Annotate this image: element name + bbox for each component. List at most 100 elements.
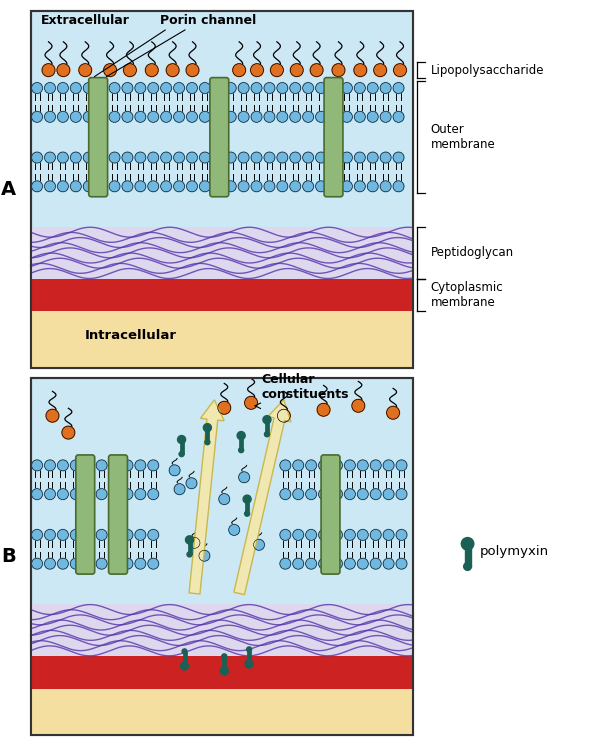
Circle shape <box>393 111 404 122</box>
Circle shape <box>341 82 352 94</box>
Circle shape <box>280 489 291 500</box>
Circle shape <box>199 550 210 561</box>
Circle shape <box>31 82 43 94</box>
Circle shape <box>332 558 343 569</box>
Circle shape <box>104 64 116 76</box>
Circle shape <box>83 489 94 500</box>
Circle shape <box>161 111 172 122</box>
Circle shape <box>290 181 301 192</box>
Bar <box>31 10 413 368</box>
Circle shape <box>245 660 253 668</box>
Circle shape <box>182 649 187 654</box>
Circle shape <box>306 460 317 471</box>
Circle shape <box>161 82 172 94</box>
Circle shape <box>383 558 394 569</box>
Circle shape <box>186 64 199 76</box>
Circle shape <box>148 181 159 192</box>
Circle shape <box>264 181 275 192</box>
Circle shape <box>122 111 133 122</box>
Circle shape <box>174 82 185 94</box>
Circle shape <box>280 530 291 540</box>
Circle shape <box>96 152 107 163</box>
Circle shape <box>354 64 367 76</box>
Circle shape <box>166 64 179 76</box>
Circle shape <box>393 152 404 163</box>
Circle shape <box>71 460 81 471</box>
Circle shape <box>45 82 55 94</box>
Circle shape <box>383 489 394 500</box>
Circle shape <box>237 431 245 439</box>
Circle shape <box>383 530 394 540</box>
Circle shape <box>370 558 381 569</box>
Circle shape <box>180 662 189 670</box>
Circle shape <box>45 530 55 540</box>
Circle shape <box>219 494 230 505</box>
Circle shape <box>263 416 271 424</box>
FancyBboxPatch shape <box>89 77 107 197</box>
Circle shape <box>290 64 303 76</box>
Circle shape <box>135 152 146 163</box>
Circle shape <box>355 181 365 192</box>
Circle shape <box>341 111 352 122</box>
Circle shape <box>96 460 107 471</box>
Circle shape <box>277 181 288 192</box>
Circle shape <box>344 460 355 471</box>
Circle shape <box>96 489 107 500</box>
Bar <box>31 311 413 368</box>
Circle shape <box>393 82 404 94</box>
Circle shape <box>71 111 81 122</box>
Circle shape <box>239 472 250 483</box>
Circle shape <box>380 82 391 94</box>
Circle shape <box>174 181 185 192</box>
Circle shape <box>46 410 59 422</box>
Circle shape <box>277 82 288 94</box>
Circle shape <box>135 489 146 500</box>
Circle shape <box>205 440 210 445</box>
Circle shape <box>79 64 92 76</box>
Circle shape <box>203 424 212 432</box>
Circle shape <box>245 396 257 410</box>
Circle shape <box>264 111 275 122</box>
Circle shape <box>148 111 159 122</box>
Circle shape <box>226 111 236 122</box>
Text: polymyxin: polymyxin <box>479 545 549 558</box>
Bar <box>31 656 413 688</box>
Circle shape <box>233 64 245 76</box>
Circle shape <box>293 558 304 569</box>
Circle shape <box>318 558 329 569</box>
Circle shape <box>31 152 43 163</box>
Circle shape <box>200 82 210 94</box>
Circle shape <box>174 484 185 495</box>
Circle shape <box>109 181 120 192</box>
Circle shape <box>380 152 391 163</box>
Circle shape <box>148 152 159 163</box>
Circle shape <box>318 489 329 500</box>
Bar <box>31 378 413 736</box>
Circle shape <box>293 530 304 540</box>
Circle shape <box>122 558 133 569</box>
Circle shape <box>280 558 291 569</box>
Circle shape <box>71 530 81 540</box>
Bar <box>31 227 413 279</box>
Circle shape <box>280 460 291 471</box>
Circle shape <box>265 432 270 436</box>
Circle shape <box>200 111 210 122</box>
Circle shape <box>332 489 343 500</box>
Circle shape <box>332 460 343 471</box>
Circle shape <box>306 530 317 540</box>
Text: B: B <box>1 548 16 566</box>
Circle shape <box>355 82 365 94</box>
Circle shape <box>293 489 304 500</box>
Circle shape <box>169 465 180 476</box>
Circle shape <box>245 512 250 516</box>
Circle shape <box>109 152 120 163</box>
Circle shape <box>83 181 94 192</box>
Circle shape <box>251 64 264 76</box>
Circle shape <box>96 111 107 122</box>
Circle shape <box>122 181 133 192</box>
Circle shape <box>277 152 288 163</box>
Circle shape <box>186 82 197 94</box>
Circle shape <box>145 64 158 76</box>
Circle shape <box>148 82 159 94</box>
Circle shape <box>396 558 407 569</box>
